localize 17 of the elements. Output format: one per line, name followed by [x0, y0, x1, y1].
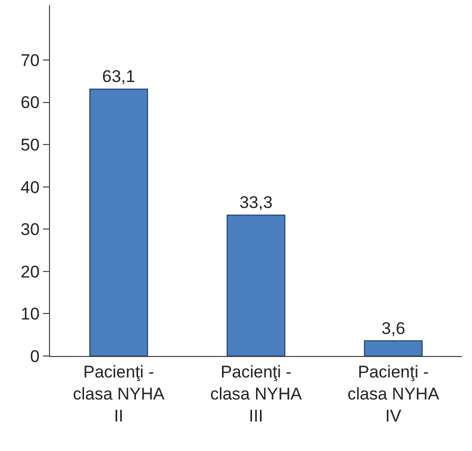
y-tick-label: 0 — [30, 346, 40, 366]
data-label: 3,6 — [382, 318, 406, 338]
y-tick-label: 60 — [20, 93, 40, 112]
bar — [226, 214, 286, 356]
x-tick-label: Pacienţi - clasa NYHA IV — [348, 362, 440, 426]
y-tick-label: 70 — [20, 50, 40, 70]
bar — [89, 88, 148, 356]
x-tick-label: Pacienţi - clasa NYHA III — [210, 362, 302, 426]
data-label: 33,3 — [239, 193, 273, 212]
x-tick-label: Pacienţi - clasa NYHA II — [72, 362, 166, 426]
y-tick-label: 50 — [20, 136, 40, 154]
bar — [364, 340, 423, 356]
data-label: 63,1 — [102, 67, 136, 86]
y-tick-label: 10 — [20, 304, 40, 324]
y-tick-label: 40 — [20, 178, 40, 197]
y-tick-label: 20 — [20, 262, 40, 282]
y-tick-label: 30 — [20, 220, 40, 240]
